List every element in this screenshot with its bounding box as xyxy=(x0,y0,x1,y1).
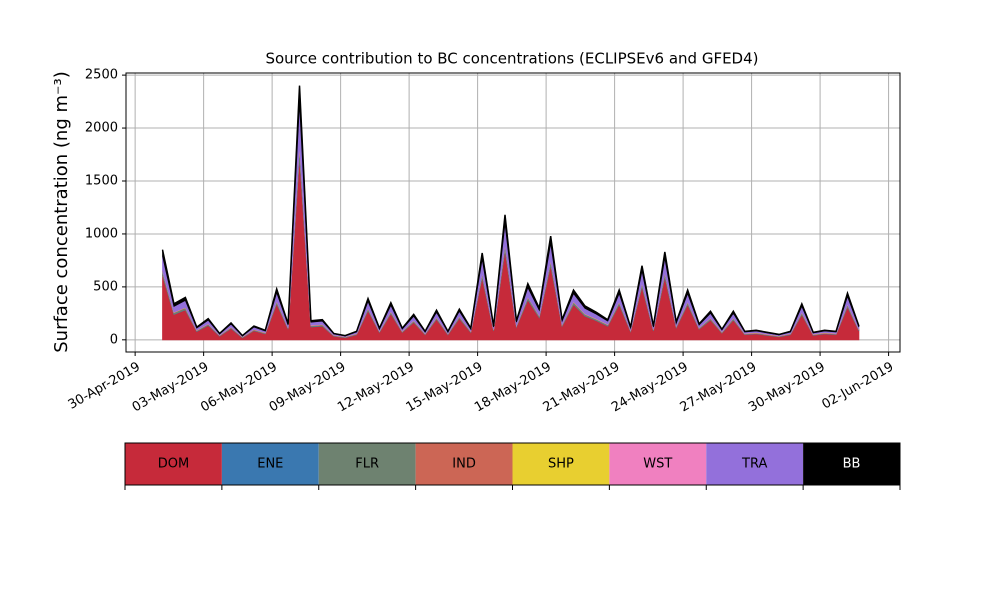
chart-title: Source contribution to BC concentrations… xyxy=(265,50,758,68)
legend-label: IND xyxy=(452,457,476,472)
plot-frame xyxy=(125,72,901,353)
legend-frame xyxy=(124,442,901,486)
x-tick-label: 03-May-2019 xyxy=(130,360,212,416)
legend-swatch xyxy=(318,443,416,485)
y-tick-label: 2000 xyxy=(85,121,118,136)
y-tick-label: 500 xyxy=(93,279,118,294)
y-tick-label: 1000 xyxy=(85,226,118,241)
y-tick-label: 2500 xyxy=(85,68,118,83)
x-tick-label: 06-May-2019 xyxy=(198,360,280,416)
x-tick-label: 27-May-2019 xyxy=(678,360,760,416)
legend-swatch xyxy=(803,443,900,485)
legend-label: WST xyxy=(643,457,672,472)
legend-swatch xyxy=(512,443,610,485)
x-tick-label: 18-May-2019 xyxy=(472,360,554,416)
x-tick-label: 15-May-2019 xyxy=(404,360,486,416)
legend-label: SHP xyxy=(548,457,574,472)
x-tick-label: 12-May-2019 xyxy=(335,360,417,416)
x-tick-label: 21-May-2019 xyxy=(541,360,623,416)
legend-swatch xyxy=(221,443,319,485)
legend-swatch xyxy=(609,443,707,485)
legend-label: FLR xyxy=(355,457,379,472)
y-tick-label: 0 xyxy=(110,332,118,347)
total-line xyxy=(161,85,860,337)
legend-label: BB xyxy=(843,457,861,472)
x-tick-label: 24-May-2019 xyxy=(609,360,691,416)
x-tick-label: 02-Jun-2019 xyxy=(820,360,897,413)
legend-label: TRA xyxy=(741,457,767,472)
x-tick-label: 09-May-2019 xyxy=(267,360,349,416)
x-tick-label: 30-May-2019 xyxy=(746,360,828,416)
legend-swatch xyxy=(125,443,222,485)
y-tick-label: 1500 xyxy=(85,174,118,189)
legend-swatch xyxy=(415,443,513,485)
y-axis-label: Surface concentration (ng m⁻³) xyxy=(51,71,72,353)
legend-label: DOM xyxy=(158,457,189,472)
legend-swatch xyxy=(706,443,804,485)
area xyxy=(162,155,860,341)
legend-label: ENE xyxy=(257,457,283,472)
